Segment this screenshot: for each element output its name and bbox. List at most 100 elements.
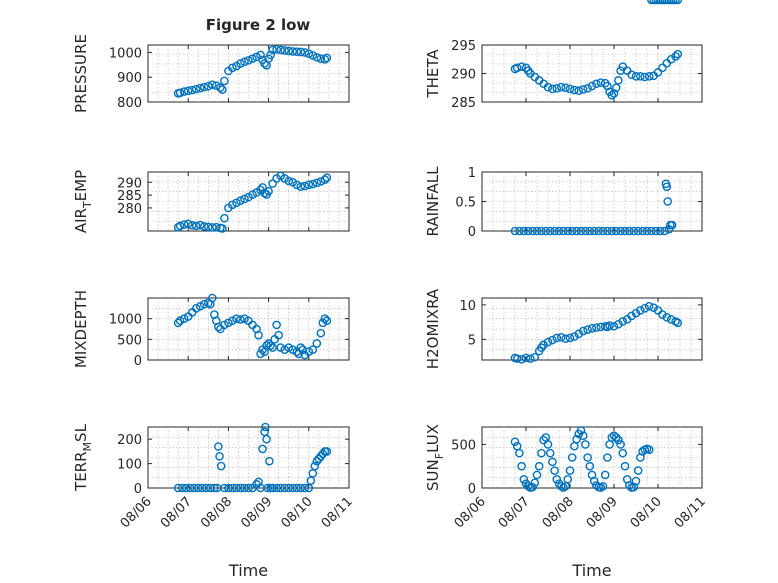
data-point: [559, 226, 568, 236]
data-point: [263, 483, 273, 493]
data-point: [519, 474, 529, 484]
data-point: [611, 226, 621, 236]
data-point: [191, 221, 201, 231]
data-point: [611, 83, 621, 93]
data-point: [651, 226, 661, 236]
data-point: [583, 453, 592, 462]
data-point: [578, 326, 588, 336]
data-point: [662, 312, 672, 322]
data-point: [620, 461, 630, 471]
data-point: [240, 483, 249, 493]
data-point: [296, 343, 306, 352]
data-point: [603, 226, 612, 236]
data-point: [228, 63, 237, 73]
data-point: [631, 308, 641, 318]
data-point: [644, 72, 654, 81]
y-tick-label: 1: [468, 166, 476, 181]
data-point: [543, 440, 553, 449]
y-axis-label-main: AIR: [72, 208, 90, 233]
data-point: [280, 46, 289, 55]
data-point: [581, 226, 590, 236]
subplot-pressure: 800 900 1000 PRESSURE: [72, 34, 350, 113]
data-point: [191, 84, 201, 94]
data-point: [561, 83, 570, 93]
y-tick-label: 295: [451, 39, 476, 54]
x-tick-label: 08/06: [452, 494, 489, 531]
data-point: [266, 50, 275, 60]
x-axis-label: Time: [228, 561, 268, 580]
x-tick-label: 08/07: [158, 494, 195, 531]
data-point: [312, 178, 322, 188]
y-axis-label-subscript: T: [81, 201, 94, 209]
data-point: [216, 461, 226, 471]
data-point: [614, 435, 623, 445]
data-point: [510, 226, 520, 236]
y-axis-label: SUNFLUX: [424, 424, 446, 491]
data-point: [673, 318, 683, 328]
y-axis-label: AIRTEMP: [72, 170, 94, 233]
y-axis-label: RAINFALL: [424, 166, 442, 237]
data-point: [240, 57, 249, 67]
data-point: [537, 448, 546, 458]
y-axis-label-main: SUN: [424, 459, 442, 491]
data-point: [627, 311, 636, 321]
data-point: [585, 461, 595, 471]
data-point: [526, 354, 535, 363]
data-point: [179, 314, 189, 323]
data-point: [308, 179, 318, 189]
data-point: [532, 226, 542, 236]
data-point: [616, 440, 625, 449]
data-point: [583, 325, 592, 334]
data-point: [642, 226, 652, 236]
data-point: [548, 335, 557, 345]
subplot-theta: 285 290 295 THETA: [424, 39, 703, 111]
y-axis-label-suffix: SL: [72, 423, 90, 442]
data-point: [640, 72, 650, 82]
data-point: [625, 481, 634, 490]
x-tick-label: 08/08: [540, 494, 577, 531]
data-point: [254, 330, 263, 340]
data-point: [594, 226, 603, 236]
data-point: [572, 226, 581, 236]
data-point: [181, 483, 191, 493]
data-point: [578, 85, 588, 94]
data-point: [598, 481, 608, 491]
data-point: [265, 456, 274, 466]
data-point: [627, 70, 636, 79]
data-point: [304, 180, 314, 190]
y-tick-label: 1000: [109, 46, 142, 61]
data-point: [515, 448, 524, 458]
data-point: [320, 175, 330, 184]
data-point: [618, 317, 628, 326]
data-point: [565, 466, 575, 475]
data-point: [552, 84, 562, 93]
data-point: [658, 310, 667, 319]
data-point: [554, 226, 564, 236]
data-point: [666, 315, 676, 324]
data-point: [256, 50, 265, 60]
y-tick-label: 1000: [109, 313, 142, 328]
data-point: [631, 476, 641, 486]
data-point: [587, 81, 597, 91]
data-point: [517, 62, 526, 71]
data-point: [663, 197, 672, 206]
data-point: [519, 226, 529, 236]
data-point: [596, 78, 606, 87]
data-point: [530, 478, 540, 488]
data-point: [322, 53, 332, 63]
y-axis-label-suffix: EMP: [72, 170, 90, 201]
data-point: [220, 483, 229, 493]
y-tick-label: 0: [134, 354, 142, 369]
data-point: [316, 177, 326, 186]
y-axis-label: PRESSURE: [72, 34, 90, 113]
data-point: [228, 200, 237, 210]
data-point: [312, 339, 322, 348]
y-axis-label: H2OMIXRA: [424, 288, 442, 369]
data-point: [236, 59, 245, 68]
data-point: [236, 315, 245, 324]
data-point: [512, 63, 522, 73]
data-point: [276, 45, 285, 55]
x-axis-label: Time: [571, 561, 611, 580]
